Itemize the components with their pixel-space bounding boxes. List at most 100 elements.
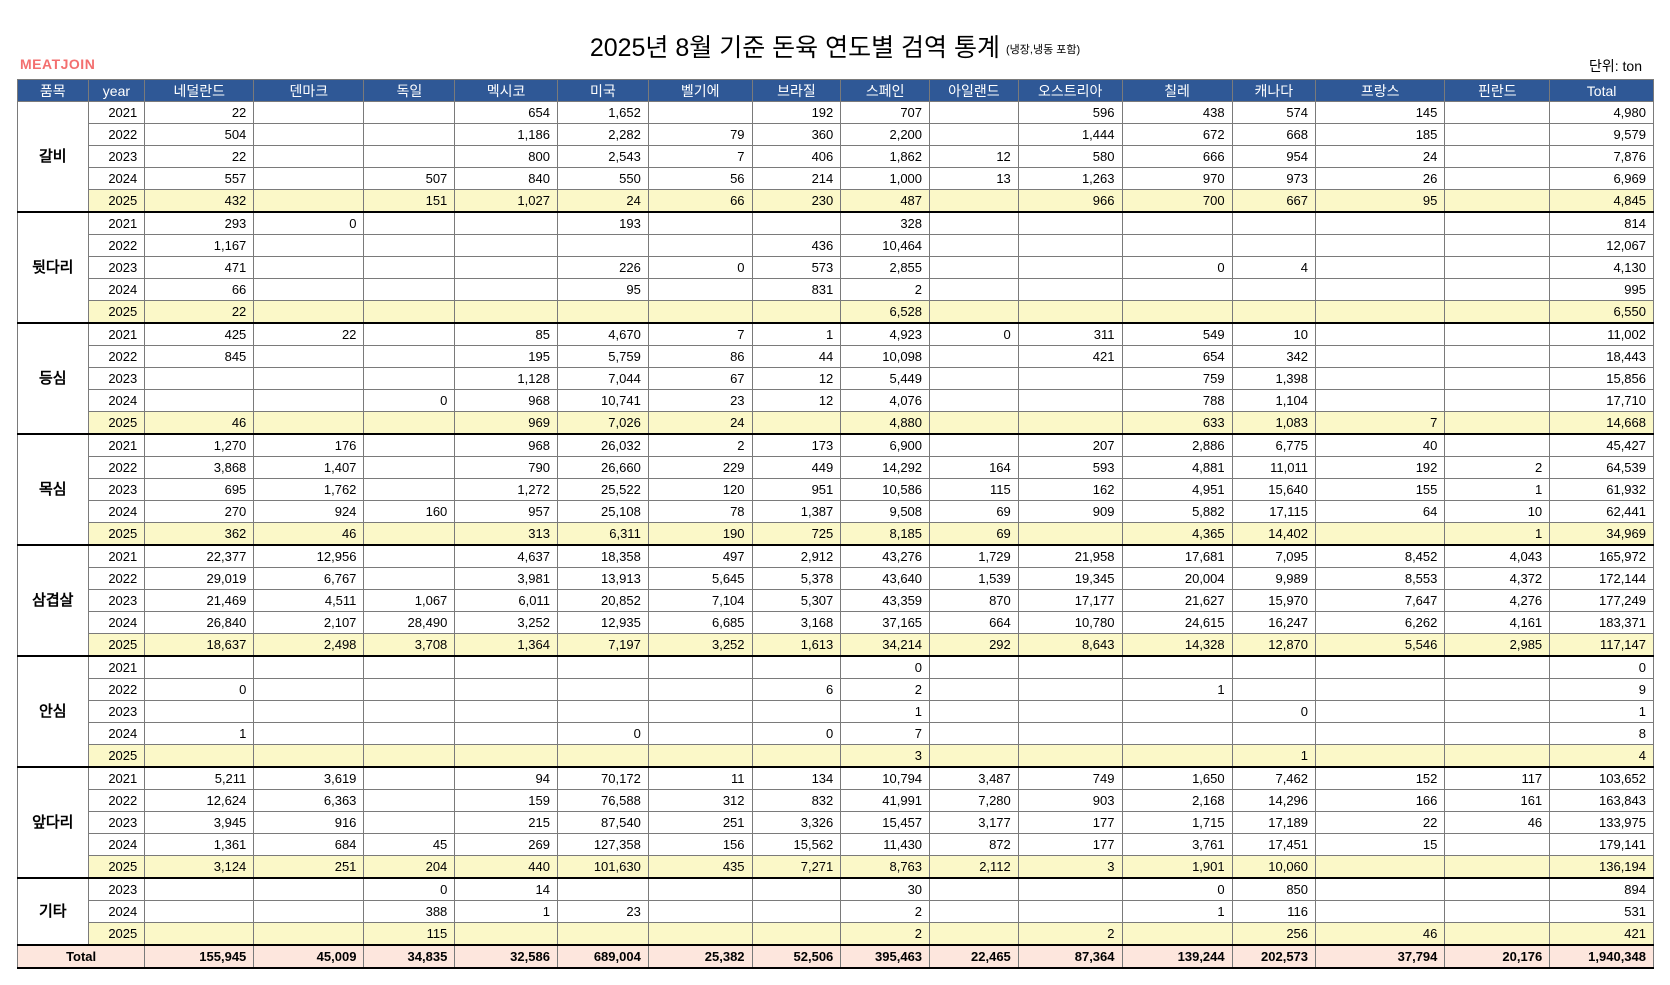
year-cell: 2025 xyxy=(87,300,146,324)
value-cell xyxy=(1315,389,1446,412)
value-cell: 6,685 xyxy=(647,611,753,634)
value-cell xyxy=(647,877,753,901)
value-cell: 145 xyxy=(1315,101,1446,124)
value-cell: 4,881 xyxy=(1121,456,1233,479)
year-cell: 2024 xyxy=(87,833,146,856)
value-cell: 0 xyxy=(1231,700,1317,723)
value-cell: 2,543 xyxy=(556,145,649,168)
value-cell xyxy=(556,744,649,768)
value-cell xyxy=(1315,722,1446,745)
value-cell: 10,586 xyxy=(840,478,931,501)
value-cell: 973 xyxy=(1231,167,1317,190)
value-cell xyxy=(1017,700,1123,723)
value-cell: 26,660 xyxy=(556,456,649,479)
value-cell: 1 xyxy=(1121,900,1233,923)
value-cell: 504 xyxy=(144,123,255,146)
value-cell: 0 xyxy=(929,322,1019,346)
value-cell: 8,643 xyxy=(1017,633,1123,657)
value-cell xyxy=(144,700,255,723)
value-cell xyxy=(1121,722,1233,745)
year-cell: 2022 xyxy=(87,123,146,146)
value-cell xyxy=(363,367,456,390)
value-cell: 22 xyxy=(253,322,365,346)
value-cell: 1,901 xyxy=(1121,855,1233,879)
value-cell: 312 xyxy=(647,789,753,812)
value-cell: 133,975 xyxy=(1549,811,1654,834)
column-header: 핀란드 xyxy=(1444,79,1551,102)
value-cell: 1,186 xyxy=(454,123,558,146)
total-row: Total 155,945 45,009 34,835 32,586 689,004 25,… xyxy=(16,944,1654,969)
table-row: 2023 21,469 4,511 1,067 6,011 20,852 7,104 5,30… xyxy=(18,589,1654,612)
value-cell: 1,270 xyxy=(144,433,255,457)
value-cell xyxy=(363,766,456,790)
value-cell: 7 xyxy=(1315,411,1446,435)
value-cell: 173 xyxy=(751,433,842,457)
year-cell: 2021 xyxy=(87,433,146,457)
value-cell: 311 xyxy=(1017,322,1123,346)
value-cell: 69 xyxy=(929,522,1019,546)
value-cell xyxy=(144,389,255,412)
total-value-cell: 1,940,348 xyxy=(1549,944,1654,969)
value-cell: 120 xyxy=(647,478,753,501)
value-cell xyxy=(253,189,365,213)
table-row: 2022 3,868 1,407 790 26,660 229 449 14,292 164 59… xyxy=(18,456,1654,479)
year-cell: 2025 xyxy=(87,922,146,946)
year-cell: 2023 xyxy=(87,478,146,501)
value-cell: 5,882 xyxy=(1121,500,1233,523)
year-cell: 2023 xyxy=(87,256,146,279)
value-cell: 67 xyxy=(647,367,753,390)
value-cell: 8,185 xyxy=(840,522,931,546)
year-cell: 2022 xyxy=(87,789,146,812)
value-cell: 15,457 xyxy=(840,811,931,834)
value-cell: 707 xyxy=(840,101,931,124)
value-cell: 25,108 xyxy=(556,500,649,523)
value-cell: 6,011 xyxy=(454,589,558,612)
value-cell: 969 xyxy=(454,411,558,435)
value-cell xyxy=(363,433,456,457)
value-cell xyxy=(253,234,365,257)
value-cell xyxy=(751,211,842,235)
value-cell xyxy=(363,456,456,479)
value-cell xyxy=(253,744,365,768)
column-header: 브라질 xyxy=(751,79,842,102)
value-cell: 3,177 xyxy=(929,811,1019,834)
value-cell xyxy=(363,544,456,568)
year-cell: 2024 xyxy=(87,278,146,301)
value-cell: 0 xyxy=(840,655,931,679)
value-cell: 14,292 xyxy=(840,456,931,479)
table-row: 2024 270 924 160 957 25,108 78 1,387 9,508 69 909 5… xyxy=(18,500,1654,523)
table-row: 2025 46 969 7,026 24 4,880 633 1,083 7 14,668 xyxy=(18,411,1654,435)
value-cell: 23 xyxy=(556,900,649,923)
value-cell: 21,627 xyxy=(1121,589,1233,612)
value-cell xyxy=(1315,234,1446,257)
value-cell xyxy=(1121,300,1233,324)
item-cell: 뒷다리 xyxy=(17,211,89,324)
value-cell: 7 xyxy=(647,322,753,346)
value-cell xyxy=(647,101,753,124)
value-cell: 749 xyxy=(1017,766,1123,790)
value-cell: 20,852 xyxy=(556,589,649,612)
value-cell xyxy=(363,278,456,301)
value-cell: 12,870 xyxy=(1231,633,1317,657)
value-cell: 870 xyxy=(929,589,1019,612)
value-cell xyxy=(1231,211,1317,235)
value-cell: 18,443 xyxy=(1549,345,1654,368)
value-cell xyxy=(454,256,558,279)
value-cell: 0 xyxy=(751,722,842,745)
value-cell: 593 xyxy=(1017,456,1123,479)
value-cell xyxy=(144,922,255,946)
value-cell xyxy=(1121,234,1233,257)
value-cell: 4,365 xyxy=(1121,522,1233,546)
table-row: 2022 1,167 436 10,464 12,067 xyxy=(18,234,1654,257)
value-cell: 16,247 xyxy=(1231,611,1317,634)
value-cell: 176 xyxy=(253,433,365,457)
value-cell xyxy=(363,345,456,368)
value-cell xyxy=(253,655,365,679)
value-cell: 580 xyxy=(1017,145,1123,168)
value-cell: 435 xyxy=(647,855,753,879)
value-cell: 1,000 xyxy=(840,167,931,190)
value-cell: 17,710 xyxy=(1549,389,1654,412)
value-cell xyxy=(253,722,365,745)
value-cell: 1,715 xyxy=(1121,811,1233,834)
value-cell: 840 xyxy=(454,167,558,190)
